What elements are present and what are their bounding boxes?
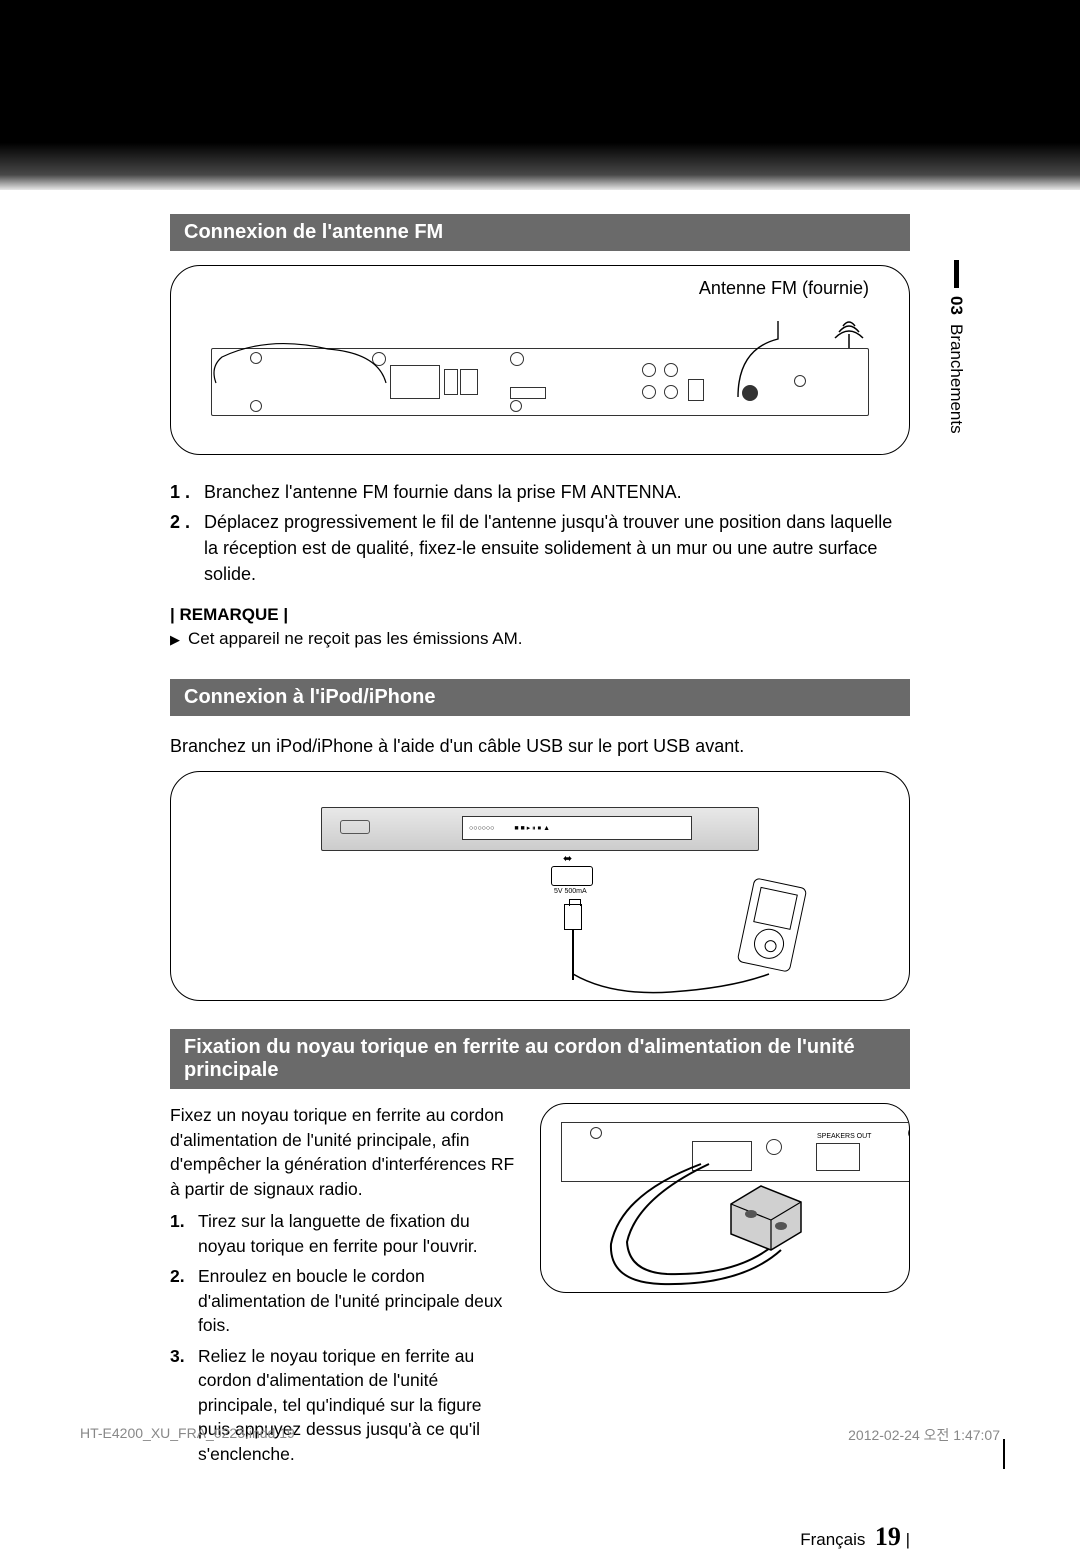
- page-content: Connexion de l'antenne FM Antenne FM (fo…: [0, 214, 1080, 1472]
- ipod-icon: [737, 878, 808, 973]
- section3-text: Fixez un noyau torique en ferrite au cor…: [170, 1103, 518, 1472]
- front-panel-illustration: ○○○○○○ ■ ■ ▸ ⏸ ⏹ ▲: [321, 807, 759, 851]
- usb-connector-icon: [564, 904, 582, 930]
- fm-antenna-diagram: Antenne FM (fournie): [170, 265, 910, 455]
- footer-right: 2012-02-24 오전 1:47:07: [848, 1425, 1000, 1445]
- section2-title: Connexion à l'iPod/iPhone: [170, 679, 910, 716]
- crop-mark: [1008, 57, 1068, 58]
- footer-left: HT-E4200_XU_FRA_0223.indd 19: [80, 1425, 295, 1445]
- remarque-item: ▶ Cet appareil ne reçoit pas les émissio…: [170, 629, 910, 649]
- ipod-diagram: ○○○○○○ ■ ■ ▸ ⏸ ⏹ ▲ ⬌ 5V 500mA: [170, 771, 910, 1001]
- crop-mark: [1003, 0, 1005, 72]
- list-item: 2.Enroulez en boucle le cordon d'aliment…: [170, 1264, 518, 1338]
- rear-panel-illustration: [211, 348, 869, 416]
- section1-title: Connexion de l'antenne FM: [170, 214, 910, 251]
- section3-title: Fixation du noyau torique en ferrite au …: [170, 1029, 910, 1089]
- ferrite-core-icon: [721, 1174, 811, 1254]
- section1-steps: 1 .Branchez l'antenne FM fournie dans la…: [170, 479, 910, 587]
- top-dark-band: [0, 0, 1080, 190]
- fm-antenna-label: Antenne FM (fournie): [699, 278, 869, 299]
- list-item: 1.Tirez sur la languette de fixation du …: [170, 1209, 518, 1258]
- bd-logo-icon: [340, 820, 370, 834]
- footer: HT-E4200_XU_FRA_0223.indd 19 2012-02-24 …: [80, 1425, 1000, 1445]
- section2-intro: Branchez un iPod/iPhone à l'aide d'un câ…: [170, 736, 910, 757]
- usb-label: 5V 500mA: [554, 888, 587, 895]
- list-item: 2 .Déplacez progressivement le fil de l'…: [170, 509, 910, 587]
- page-number: Français 19 |: [800, 1522, 910, 1552]
- list-item: 1 .Branchez l'antenne FM fournie dans la…: [170, 479, 910, 505]
- usb-icon: ⬌: [563, 852, 572, 865]
- cable-curve-icon: [571, 972, 771, 998]
- ferrite-diagram: SPEAKERS OUT: [540, 1103, 910, 1293]
- remarque-header: | REMARQUE |: [170, 605, 910, 625]
- front-display: ○○○○○○ ■ ■ ▸ ⏸ ⏹ ▲: [462, 816, 692, 840]
- list-item: 3.Reliez le noyau torique en ferrite au …: [170, 1344, 518, 1467]
- section3-intro: Fixez un noyau torique en ferrite au cor…: [170, 1103, 518, 1201]
- triangle-icon: ▶: [170, 632, 180, 648]
- usb-port-icon: [551, 866, 593, 886]
